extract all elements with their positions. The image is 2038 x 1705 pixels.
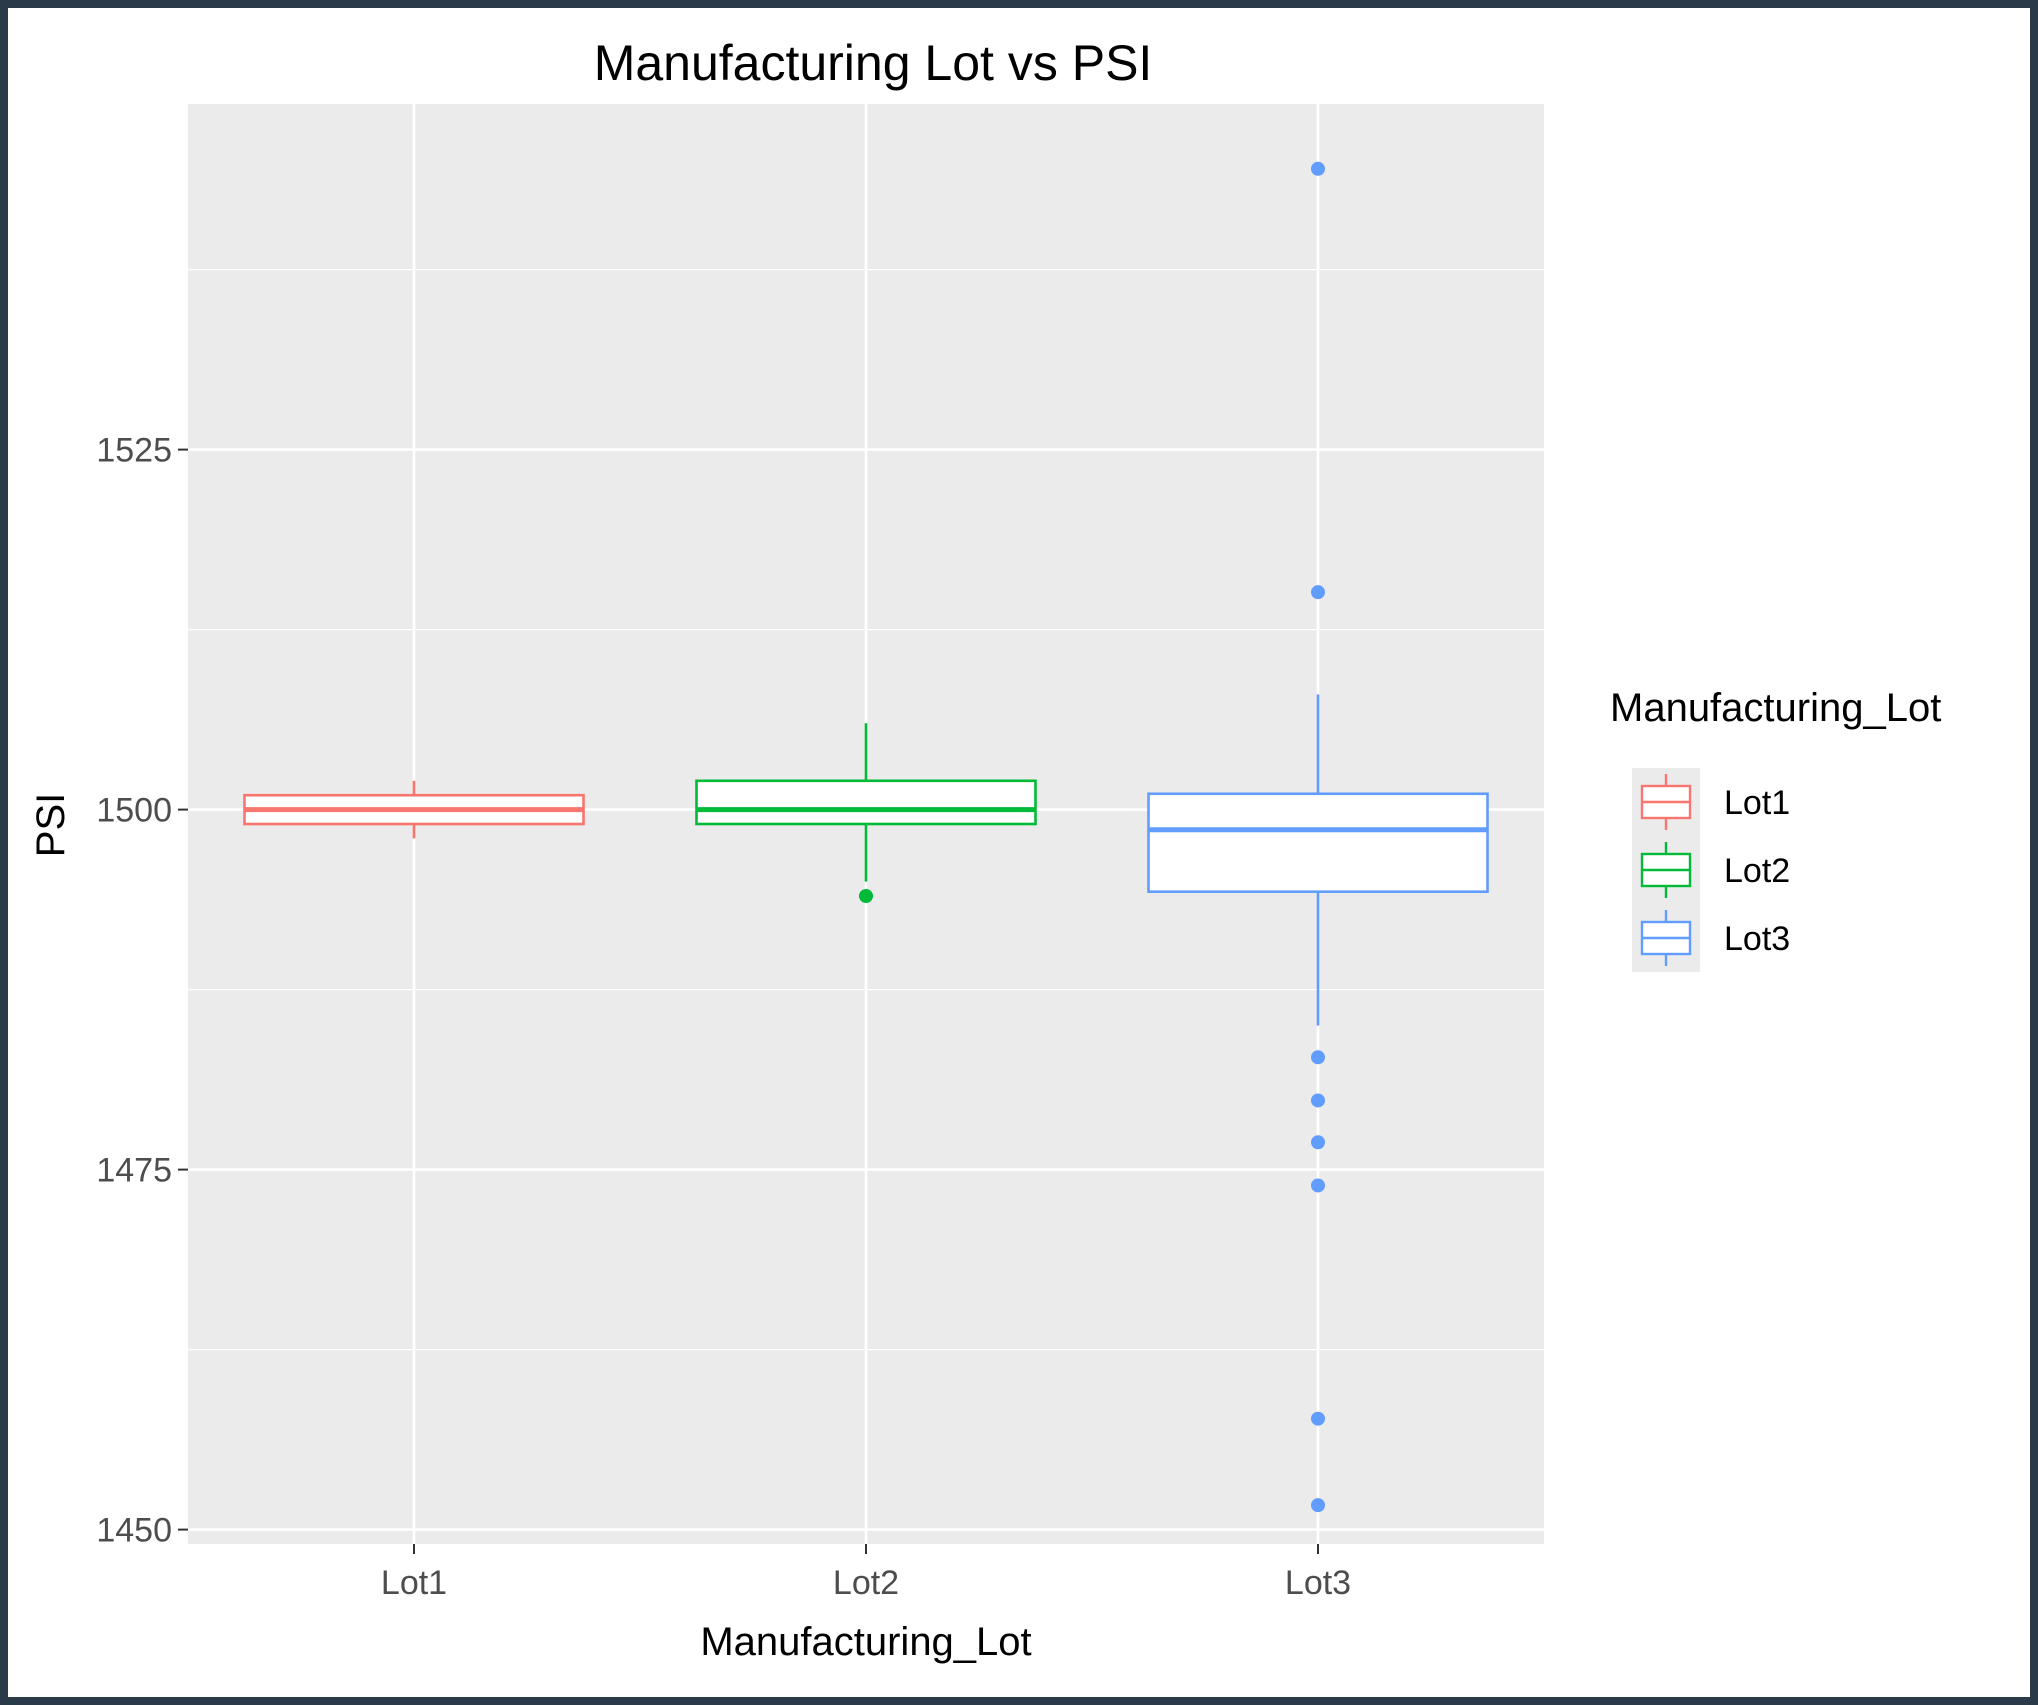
box-lot2 [695,723,1037,903]
outlier-point [1311,161,1325,176]
legend-label: Lot1 [1724,784,1790,822]
outlier-point [1311,1498,1325,1513]
x-axis-title: Manufacturing_Lot [700,1620,1031,1664]
boxplot-chart: Manufacturing Lot vs PSI 1450 1475 1500 152… [29,35,1941,1664]
outlier-point [1311,1411,1325,1426]
outlier-point [1311,1093,1325,1108]
legend-key-lot1 [1632,768,1700,836]
legend-key-lot2 [1632,836,1700,904]
ticks: 1450 1475 1500 1525 Lot1 Lot2 Lot3 [96,432,1351,1602]
box-lot1 [243,780,585,839]
chart-frame: Manufacturing Lot vs PSI 1450 1475 1500 152… [8,8,2030,1697]
x-tick-label: Lot2 [833,1564,899,1602]
outlier-point [859,889,873,903]
boxes [243,161,1489,1513]
legend: Manufacturing_Lot Lot1 Lot2 Lot3 [1610,686,1941,972]
legend-label: Lot3 [1724,920,1790,958]
y-tick-label: 1475 [96,1152,172,1190]
y-tick-label: 1500 [96,792,172,830]
y-tick-label: 1525 [96,432,172,470]
x-tick-label: Lot3 [1285,1564,1351,1602]
outlier-point [1311,1050,1325,1065]
box-iqr [1147,792,1489,893]
y-axis-title: PSI [29,793,73,857]
box-iqr [695,779,1037,826]
x-tick-label: Lot1 [381,1564,447,1602]
box-lot3 [1147,161,1489,1513]
y-tick-label: 1450 [96,1512,172,1550]
outlier-point [1311,585,1325,600]
legend-key-lot3 [1632,904,1700,972]
legend-label: Lot2 [1724,852,1790,890]
outlier-point [1311,1178,1325,1193]
chart-title: Manufacturing Lot vs PSI [594,35,1153,91]
legend-title: Manufacturing_Lot [1610,686,1941,730]
outlier-point [1311,1135,1325,1150]
